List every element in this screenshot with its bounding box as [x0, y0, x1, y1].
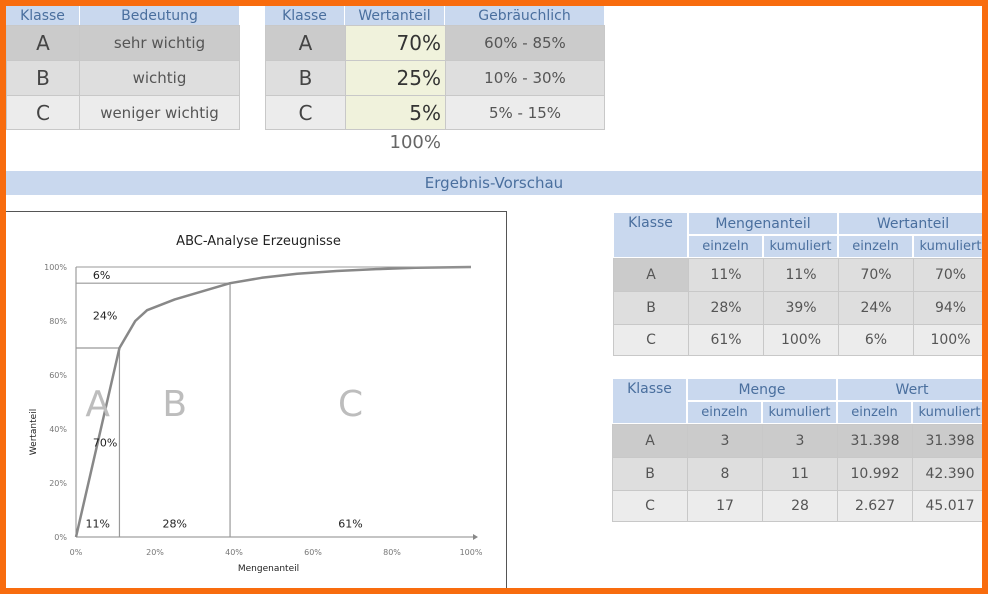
result-abs-row-a-cell[interactable]: 31.398: [912, 424, 982, 458]
result-abs-sub-kumuliert-1: kumuliert: [762, 401, 837, 424]
class-letter: C: [338, 384, 363, 425]
abc-chart-svg: ABC-Analyse Erzeugnisse 0% 20% 40% 60% 80% 100…: [29, 234, 483, 574]
result-abs-row-c-cell[interactable]: 45.017: [912, 490, 982, 522]
result-abs-row-b-cell[interactable]: 8: [687, 457, 763, 491]
x-tick-label: 60%: [304, 548, 322, 557]
result-share-row-c-cell[interactable]: 61%: [688, 324, 764, 356]
x-tick-label: 40%: [225, 548, 243, 557]
result-abs-row-c-cell[interactable]: 17: [687, 490, 763, 522]
result-abs-sub-einzeln-1: einzeln: [687, 401, 762, 424]
abc-curve-line: [74, 265, 472, 538]
result-share-header-mengenanteil: Mengenanteil: [688, 212, 838, 235]
share-header-gebraeuchlich: Gebräuchlich: [445, 6, 605, 25]
share-header-klasse: Klasse: [265, 6, 345, 25]
result-share-row-a-cell[interactable]: 70%: [838, 258, 914, 292]
result-abs-row-b-cell[interactable]: 42.390: [912, 457, 982, 491]
chart-title: ABC-Analyse Erzeugnisse: [176, 234, 341, 249]
result-share-row-b-klasse[interactable]: B: [613, 291, 689, 325]
share-row-c-gebraeuchlich[interactable]: 5% - 15%: [445, 95, 605, 130]
value-share-label: 24%: [93, 310, 117, 323]
share-row-b-wertanteil[interactable]: 25%: [345, 60, 446, 96]
result-share-row-b-cell[interactable]: 24%: [838, 291, 914, 325]
y-axis-label: Wertanteil: [29, 409, 39, 455]
result-abs-sub-einzeln-2: einzeln: [837, 401, 912, 424]
share-row-b-klasse[interactable]: B: [265, 60, 346, 96]
y-tick-label: 80%: [49, 317, 67, 326]
importance-row-b-klasse[interactable]: B: [6, 60, 80, 96]
quantity-share-label: 61%: [338, 518, 362, 531]
result-abs-row-c-cell[interactable]: 28: [762, 490, 838, 522]
importance-row-b-bedeutung[interactable]: wichtig: [79, 60, 240, 96]
x-axis-label: Mengenanteil: [238, 564, 299, 574]
class-letter: B: [162, 384, 187, 425]
result-share-sub-kumuliert-2: kumuliert: [913, 235, 982, 258]
value-share-label: 6%: [93, 269, 110, 282]
result-abs-header-wert: Wert: [837, 378, 982, 401]
result-abs-row-a-klasse[interactable]: A: [612, 424, 688, 458]
result-share-sub-einzeln-2: einzeln: [838, 235, 913, 258]
share-row-b-gebraeuchlich[interactable]: 10% - 30%: [445, 60, 605, 96]
result-abs-header-klasse: Klasse: [612, 378, 687, 424]
class-letter: A: [85, 384, 110, 425]
x-axis-arrow-icon: [473, 534, 478, 540]
result-share-sub-einzeln-1: einzeln: [688, 235, 763, 258]
result-share-row-b-cell[interactable]: 39%: [763, 291, 839, 325]
result-share-row-c-cell[interactable]: 100%: [913, 324, 982, 356]
result-abs-row-a-cell[interactable]: 3: [762, 424, 838, 458]
result-share-row-c-cell[interactable]: 6%: [838, 324, 914, 356]
result-share-row-c-cell[interactable]: 100%: [763, 324, 839, 356]
quantity-share-label: 11%: [85, 518, 109, 531]
importance-row-a-klasse[interactable]: A: [6, 25, 80, 61]
share-row-a-klasse[interactable]: A: [265, 25, 346, 61]
x-tick-label: 0%: [70, 548, 83, 557]
x-tick-label: 100%: [460, 548, 483, 557]
result-abs-row-b-cell[interactable]: 11: [762, 457, 838, 491]
y-tick-label: 20%: [49, 479, 67, 488]
share-row-a-wertanteil[interactable]: 70%: [345, 25, 446, 61]
y-tick-label: 0%: [54, 533, 67, 542]
share-total: 100%: [389, 132, 441, 153]
share-header-wertanteil: Wertanteil: [345, 6, 445, 25]
result-share-header-klasse: Klasse: [613, 212, 688, 258]
importance-row-c-klasse[interactable]: C: [6, 95, 80, 130]
y-tick-label: 40%: [49, 425, 67, 434]
result-share-row-a-cell[interactable]: 11%: [688, 258, 764, 292]
result-share-row-c-klasse[interactable]: C: [613, 324, 689, 356]
result-abs-row-c-klasse[interactable]: C: [612, 490, 688, 522]
importance-header-klasse: Klasse: [6, 6, 80, 25]
importance-header-bedeutung: Bedeutung: [80, 6, 240, 25]
result-share-row-b-cell[interactable]: 94%: [913, 291, 982, 325]
result-abs-row-c-cell[interactable]: 2.627: [837, 490, 913, 522]
result-share-header-wertanteil: Wertanteil: [838, 212, 982, 235]
quantity-share-label: 28%: [163, 518, 187, 531]
spreadsheet-canvas: Klasse Bedeutung A sehr wichtig B wichti…: [6, 6, 982, 588]
share-row-c-klasse[interactable]: C: [265, 95, 346, 130]
result-abs-sub-kumuliert-2: kumuliert: [912, 401, 982, 424]
result-share-sub-kumuliert-1: kumuliert: [763, 235, 838, 258]
result-abs-row-a-cell[interactable]: 31.398: [837, 424, 913, 458]
result-abs-row-b-cell[interactable]: 10.992: [837, 457, 913, 491]
abc-chart: ABC-Analyse Erzeugnisse 0% 20% 40% 60% 80% 100…: [6, 211, 507, 588]
result-share-row-a-cell[interactable]: 70%: [913, 258, 982, 292]
share-row-c-wertanteil[interactable]: 5%: [345, 95, 446, 130]
result-abs-row-a-cell[interactable]: 3: [687, 424, 763, 458]
y-tick-label: 60%: [49, 371, 67, 380]
y-tick-label: 100%: [44, 263, 67, 272]
x-tick-label: 20%: [146, 548, 164, 557]
result-share-row-a-klasse[interactable]: A: [613, 258, 689, 292]
result-share-row-b-cell[interactable]: 28%: [688, 291, 764, 325]
result-abs-row-b-klasse[interactable]: B: [612, 457, 688, 491]
importance-row-a-bedeutung[interactable]: sehr wichtig: [79, 25, 240, 61]
x-tick-label: 80%: [383, 548, 401, 557]
preview-band: Ergebnis-Vorschau: [6, 171, 982, 195]
result-abs-header-menge: Menge: [687, 378, 837, 401]
share-row-a-gebraeuchlich[interactable]: 60% - 85%: [445, 25, 605, 61]
value-share-label: 70%: [93, 437, 117, 450]
importance-row-c-bedeutung[interactable]: weniger wichtig: [79, 95, 240, 130]
result-share-row-a-cell[interactable]: 11%: [763, 258, 839, 292]
